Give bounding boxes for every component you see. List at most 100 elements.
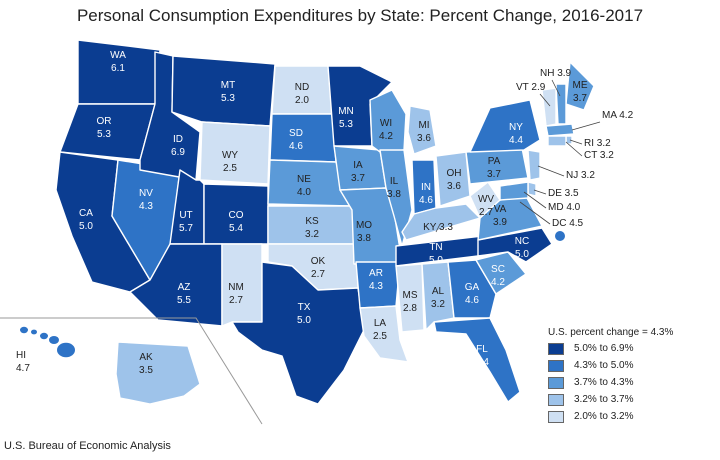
label-al-value: 3.2 [431, 299, 445, 310]
label-tn-value: 5.0 [429, 255, 443, 266]
label-ma: MA 4.2 [602, 110, 634, 121]
legend-swatch-1 [548, 342, 564, 355]
label-ak-value: 3.5 [139, 365, 153, 376]
label-md: MD 4.0 [548, 202, 581, 213]
state-md [499, 181, 529, 201]
legend-item-5: 2.0% to 3.2% [548, 410, 633, 423]
label-ca-code: CA [79, 208, 93, 219]
label-oh-value: 3.6 [447, 181, 461, 192]
leader-line-3 [571, 121, 601, 131]
state-mt [171, 55, 276, 127]
label-co-code: CO [229, 210, 244, 221]
state-nc [477, 227, 553, 263]
state-wy [199, 121, 271, 185]
label-wv-value: 2.7 [479, 207, 493, 218]
state-ky [401, 203, 481, 241]
leader-line-5 [565, 141, 583, 157]
label-dc: DC 4.5 [552, 218, 584, 229]
label-ga-code: GA [465, 282, 480, 293]
leader-line-9 [519, 201, 551, 225]
label-ar-code: AR [369, 268, 383, 279]
label-sc-code: SC [491, 264, 505, 275]
label-nc-value: 5.0 [515, 249, 529, 260]
label-de: DE 3.5 [548, 188, 579, 199]
label-ca-value: 5.0 [79, 221, 93, 232]
label-wi-code: WI [380, 118, 392, 129]
map-title: Personal Consumption Expenditures by Sta… [76, 6, 644, 25]
label-nm-value: 2.7 [229, 295, 243, 306]
label-la-value: 2.5 [373, 331, 387, 342]
label-me-value: 3.7 [573, 93, 587, 104]
label-nm-code: NM [228, 282, 244, 293]
state-sd [269, 113, 337, 163]
label-il-value: 3.8 [387, 189, 401, 200]
label-wy-code: WY [222, 150, 238, 161]
legend-label-4: 3.2% to 3.7% [574, 394, 634, 405]
hawaii-island-5 [57, 342, 75, 358]
label-nj: NJ 3.2 [566, 170, 595, 181]
label-wy-value: 2.5 [223, 163, 237, 174]
label-me-code: ME [573, 80, 588, 91]
label-co-value: 5.4 [229, 223, 243, 234]
label-pa-code: PA [488, 156, 501, 167]
legend-swatch-2 [548, 359, 564, 372]
label-hi-value: 4.7 [16, 363, 30, 374]
label-in-code: IN [421, 182, 431, 193]
label-mt-value: 5.3 [221, 93, 235, 104]
state-ny [469, 99, 541, 153]
label-mn-value: 5.3 [339, 119, 353, 130]
legend-title: U.S. percent change = 4.3% [548, 327, 674, 338]
legend-item-1: 5.0% to 6.9% [548, 342, 633, 355]
label-ga-value: 4.6 [465, 295, 479, 306]
label-tx-code: TX [298, 302, 311, 313]
label-sd-value: 4.6 [289, 141, 303, 152]
label-hi-code: HI [16, 350, 26, 361]
label-wi-value: 4.2 [379, 131, 393, 142]
state-nh [555, 83, 567, 125]
source-note: U.S. Bureau of Economic Analysis [4, 440, 171, 452]
label-va-code: VA [494, 204, 507, 215]
legend-item-3: 3.7% to 4.3% [548, 376, 633, 389]
legend-label-1: 5.0% to 6.9% [574, 343, 634, 354]
label-ok-value: 2.7 [311, 269, 325, 280]
hawaii-island-1 [20, 326, 28, 334]
state-ak [115, 341, 201, 405]
label-nv-code: NV [139, 188, 153, 199]
leader-line-1 [551, 79, 561, 97]
label-az-code: AZ [178, 282, 191, 293]
leader-line-8 [523, 191, 547, 209]
leader-line-4 [569, 139, 583, 145]
label-tn-code: TN [429, 242, 442, 253]
label-al-code: AL [432, 286, 445, 297]
label-fl-value: 4.4 [475, 357, 489, 368]
legend-item-2: 4.3% to 5.0% [548, 359, 633, 372]
label-ms-value: 2.8 [403, 303, 417, 314]
label-nd-code: ND [295, 82, 309, 93]
label-mt-code: MT [221, 80, 235, 91]
state-vt [541, 87, 557, 127]
legend-swatch-5 [548, 410, 564, 423]
state-tx [231, 261, 365, 405]
state-oh [435, 151, 471, 207]
label-ny-value: 4.4 [509, 135, 523, 146]
label-oh-code: OH [447, 168, 462, 179]
label-ct: CT 3.2 [584, 150, 614, 161]
label-vt: VT 2.9 [516, 82, 546, 93]
label-id-code: ID [173, 134, 183, 145]
label-ia-code: IA [353, 160, 363, 171]
label-ne-value: 4.0 [297, 187, 311, 198]
legend-swatch-4 [548, 393, 564, 406]
label-va-value: 3.9 [493, 217, 507, 228]
label-ak-code: AK [139, 352, 153, 363]
label-ne-code: NE [297, 174, 311, 185]
label-ms-code: MS [403, 290, 418, 301]
state-ma [545, 123, 575, 137]
label-ks-value: 3.2 [305, 229, 319, 240]
leader-line-10 [435, 223, 441, 233]
label-ia-value: 3.7 [351, 173, 365, 184]
state-mi [407, 105, 437, 155]
state-nj [527, 149, 541, 181]
legend-item-4: 3.2% to 3.7% [548, 393, 633, 406]
state-ms [395, 263, 425, 333]
